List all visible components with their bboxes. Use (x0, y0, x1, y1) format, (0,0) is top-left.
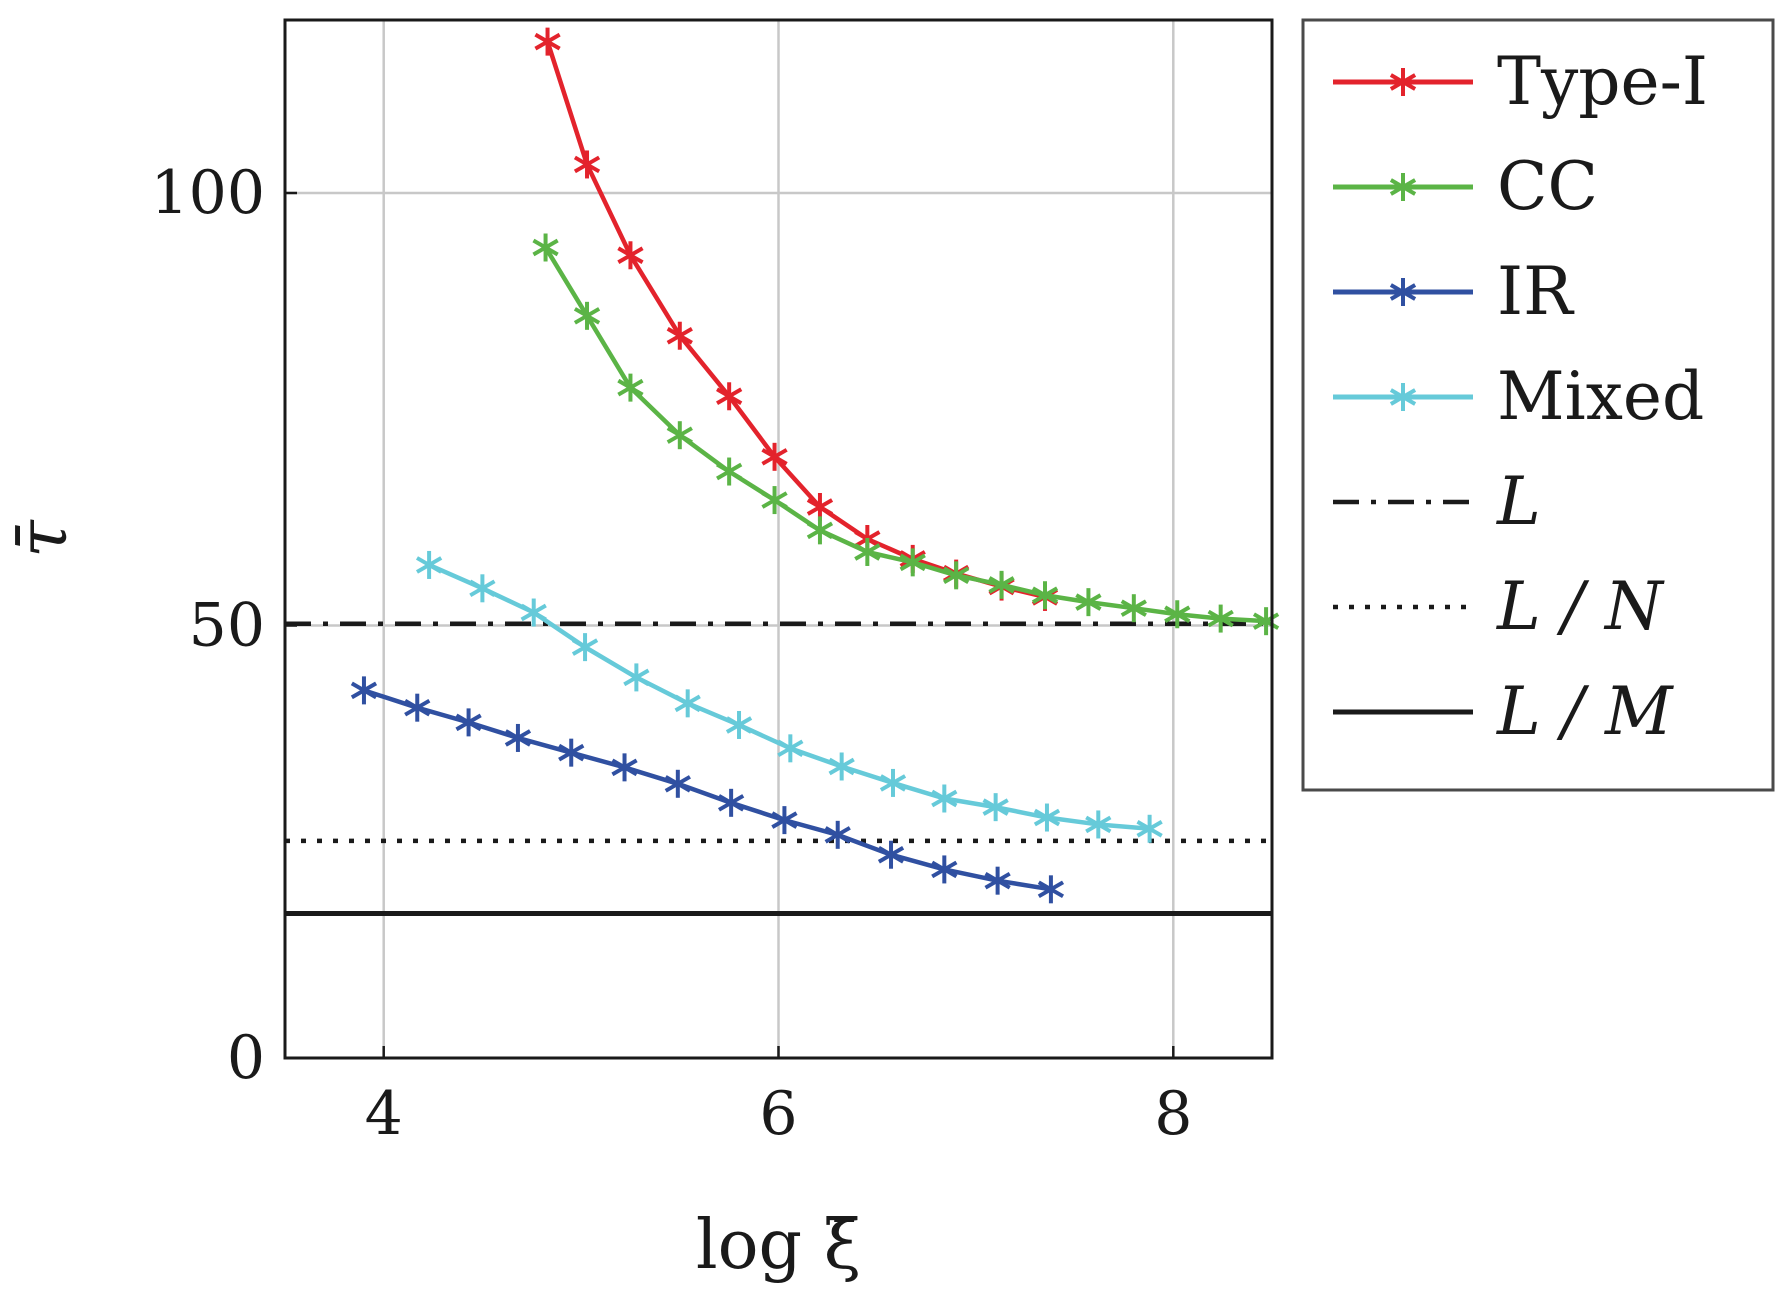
legend-label: Mixed (1497, 358, 1704, 435)
data-point (469, 574, 496, 603)
y-tick-label: 0 (227, 1023, 265, 1093)
data-point (725, 710, 753, 739)
legend-swatch-marker (1389, 278, 1417, 306)
data-point (716, 457, 743, 486)
data-point (623, 663, 650, 692)
data-point (666, 321, 693, 350)
data-point (761, 486, 788, 515)
data-point (854, 537, 881, 566)
data-point (879, 768, 907, 797)
series-ir (350, 676, 1065, 904)
data-point (1085, 810, 1112, 839)
data-point (982, 793, 1009, 822)
data-point (571, 633, 599, 662)
data-point (1033, 803, 1061, 832)
data-point (988, 570, 1015, 599)
data-point (534, 27, 561, 56)
data-point (761, 442, 788, 471)
data-point (943, 561, 970, 590)
data-point (931, 855, 958, 884)
data-point (777, 734, 804, 763)
x-tick-label: 4 (365, 1079, 403, 1149)
legend-label: L / N (1496, 568, 1665, 645)
legend-entry: Type-I (1333, 43, 1708, 120)
data-point (1120, 594, 1147, 623)
data-point (664, 769, 691, 798)
data-point (717, 788, 745, 817)
series-mixed (415, 550, 1163, 843)
legend-entry: IR (1333, 253, 1575, 330)
legend: Type-I CC IR Mixed L L / N L / M (1301, 18, 1775, 792)
data-point (1164, 600, 1191, 629)
data-point (573, 150, 601, 179)
data-point (1031, 581, 1059, 610)
legend-label: Type-I (1497, 43, 1708, 120)
data-point (931, 784, 958, 813)
grid-lines (285, 20, 1272, 1060)
legend-label: L (1496, 463, 1541, 540)
x-axis-label: log ξ̄ (696, 1206, 861, 1285)
data-point (984, 866, 1011, 895)
legend-swatch-marker (1389, 383, 1417, 411)
data-point (1037, 875, 1065, 904)
data-point (806, 492, 834, 521)
data-point (350, 676, 378, 705)
data-point (771, 806, 798, 835)
x-tick-label: 6 (759, 1079, 797, 1149)
legend-label: CC (1497, 148, 1598, 225)
data-point (617, 241, 644, 270)
legend-entry: Mixed (1333, 358, 1704, 435)
legend-label: IR (1497, 253, 1575, 330)
data-point (716, 382, 743, 411)
series-line (428, 562, 1150, 832)
data-point (899, 548, 926, 577)
series-type-i (534, 27, 1059, 611)
data-point (877, 840, 905, 869)
legend-entry: L (1333, 463, 1541, 540)
y-axis-label: τ̄ (4, 519, 83, 558)
data-point (824, 820, 851, 849)
legend-entry: CC (1333, 148, 1598, 225)
data-point (1136, 814, 1163, 843)
data-point (455, 708, 482, 737)
data-point (504, 723, 532, 752)
data-point (520, 598, 547, 627)
y-tick-label: 50 (189, 591, 265, 661)
data-point (404, 693, 431, 722)
data-point (1075, 588, 1102, 617)
data-point (666, 421, 693, 450)
x-tick-label: 8 (1154, 1079, 1192, 1149)
data-point (611, 753, 638, 782)
y-tick-label: 100 (150, 158, 265, 228)
reference-lines (285, 621, 1272, 917)
data-point (1207, 604, 1234, 633)
data-point (806, 516, 834, 545)
legend-swatch-marker (1389, 173, 1417, 201)
axes: 4 6 8 0 50 100 log ξ̄ τ̄ (4, 18, 1274, 1285)
data-point (674, 689, 701, 718)
series-cc (532, 233, 1280, 636)
data-point (532, 233, 559, 262)
data-point (415, 550, 443, 579)
legend-swatch-marker (1389, 68, 1417, 96)
legend-entry: L / N (1333, 568, 1665, 645)
data-series (350, 27, 1280, 904)
data-point (828, 752, 855, 781)
data-point (558, 738, 585, 767)
legend-label: L / M (1496, 673, 1674, 750)
data-point (617, 373, 644, 402)
data-point (1252, 607, 1280, 636)
legend-box (1301, 18, 1775, 792)
data-point (573, 301, 601, 330)
legend-entry: L / M (1333, 673, 1674, 750)
